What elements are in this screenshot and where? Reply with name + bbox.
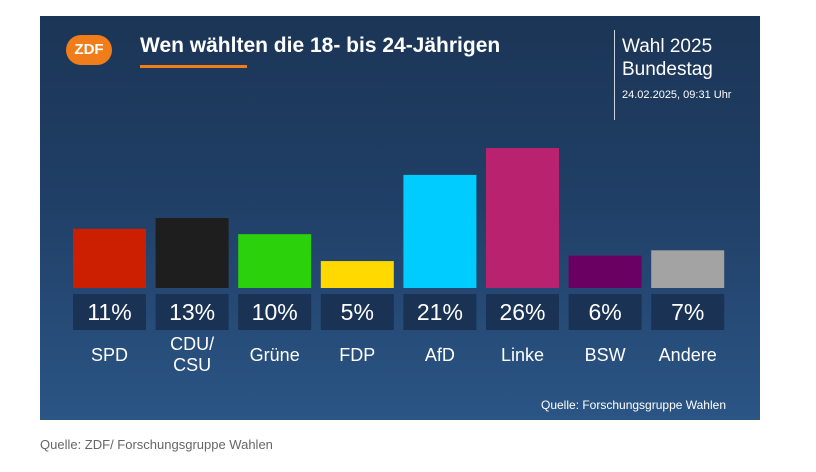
value-label-6: 6% [588,299,621,325]
bar-0 [73,228,146,288]
category-label-4: AfD [425,345,455,365]
chart-panel: ZDF Wen wählten die 18- bis 24-Jährigen … [40,16,760,420]
value-box-4 [403,294,477,330]
value-label-0: 11% [87,299,131,325]
chart-source: Quelle: Forschungsgruppe Wahlen [541,398,726,412]
value-label-1: 13% [169,299,215,325]
category-label-1: CDU/CSU [170,334,214,375]
zdf-logo: ZDF [66,35,112,65]
value-label-7: 7% [671,299,704,325]
election-type: Bundestag [622,59,713,80]
timestamp: 24.02.2025, 09:31 Uhr [622,89,732,101]
bar-1 [155,218,229,288]
bar-3 [320,261,394,288]
value-box-7 [651,294,725,330]
election-name: Wahl 2025 [622,36,713,57]
bar-7 [651,250,725,288]
category-label-0: SPD [91,345,128,365]
value-box-2 [238,294,312,330]
value-box-0 [73,294,146,330]
bar-chart: 11% SPD 13% CDU/CSU 10% Grüne 5% FDP 21% AfD 26% Li… [73,148,725,375]
value-label-3: 5% [341,299,374,325]
value-box-1 [155,294,229,330]
category-label-6: BSW [585,345,626,365]
value-box-3 [320,294,394,330]
footer-source: Quelle: ZDF/ Forschungsgruppe Wahlen [40,437,273,452]
category-label-7: Andere [659,345,717,365]
category-label-3: FDP [339,345,375,365]
value-label-4: 21% [417,299,463,325]
title-underline [140,65,247,68]
bar-5 [486,148,559,288]
bar-2 [238,234,312,288]
value-label-2: 10% [252,299,298,325]
chart-title: Wen wählten die 18- bis 24-Jährigen [140,34,501,57]
bar-6 [568,255,642,288]
header-divider [614,30,615,120]
value-box-5 [486,294,559,330]
category-label-2: Grüne [250,345,300,365]
value-box-6 [568,294,642,330]
zdf-logo-text: ZDF [74,41,104,58]
bar-4 [403,174,477,288]
value-label-5: 26% [499,299,545,325]
category-label-5: Linke [501,345,544,365]
